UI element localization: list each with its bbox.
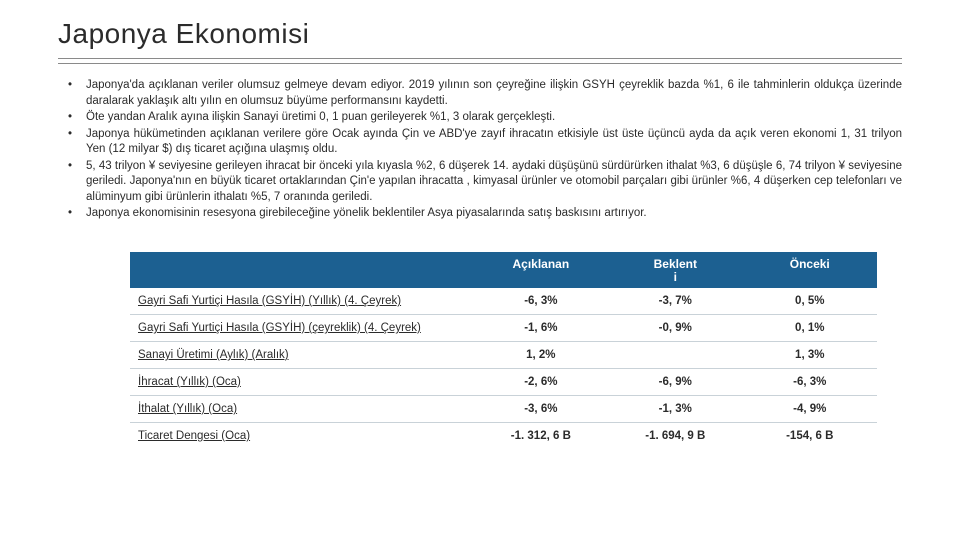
- header-empty: [130, 252, 474, 288]
- bullet-item: 5, 43 trilyon ¥ seviyesine gerileyen ihr…: [68, 159, 902, 206]
- row-val: 0, 1%: [743, 315, 877, 342]
- row-val: -6, 9%: [608, 369, 742, 396]
- slide: Japonya Ekonomisi Japonya'da açıklanan v…: [0, 0, 960, 540]
- row-val: -1. 694, 9 B: [608, 423, 742, 450]
- table-row: Gayri Safi Yurtiçi Hasıla (GSYİH) (Yıllı…: [130, 288, 877, 315]
- table-row: Ticaret Dengesi (Oca) -1. 312, 6 B -1. 6…: [130, 423, 877, 450]
- header-expected-line1: Beklent: [654, 257, 697, 271]
- row-val: -2, 6%: [474, 369, 608, 396]
- divider-bottom: [58, 63, 902, 64]
- row-val: 0, 5%: [743, 288, 877, 315]
- row-val: -1, 3%: [608, 396, 742, 423]
- table-header-row: Açıklanan Beklent i Önceki: [130, 252, 877, 288]
- table-row: İthalat (Yıllık) (Oca) -3, 6% -1, 3% -4,…: [130, 396, 877, 423]
- row-val: -3, 7%: [608, 288, 742, 315]
- bullet-item: Japonya ekonomisinin resesyona girebilec…: [68, 206, 902, 222]
- row-val: -3, 6%: [474, 396, 608, 423]
- row-val: -154, 6 B: [743, 423, 877, 450]
- page-title: Japonya Ekonomisi: [58, 18, 902, 56]
- row-val: -6, 3%: [474, 288, 608, 315]
- data-table: Açıklanan Beklent i Önceki Gayri Safi Yu…: [130, 252, 877, 449]
- row-val: 1, 2%: [474, 342, 608, 369]
- row-val: -1, 6%: [474, 315, 608, 342]
- row-label: İthalat (Yıllık) (Oca): [130, 396, 474, 423]
- row-label: Ticaret Dengesi (Oca): [130, 423, 474, 450]
- row-label: Gayri Safi Yurtiçi Hasıla (GSYİH) (Yıllı…: [130, 288, 474, 315]
- row-val: -1. 312, 6 B: [474, 423, 608, 450]
- row-label: Gayri Safi Yurtiçi Hasıla (GSYİH) (çeyre…: [130, 315, 474, 342]
- table-row: Gayri Safi Yurtiçi Hasıla (GSYİH) (çeyre…: [130, 315, 877, 342]
- row-val: 1, 3%: [743, 342, 877, 369]
- bullet-item: Japonya hükümetinden açıklanan verilere …: [68, 127, 902, 158]
- table-row: Sanayi Üretimi (Aylık) (Aralık) 1, 2% 1,…: [130, 342, 877, 369]
- bullet-list: Japonya'da açıklanan veriler olumsuz gel…: [58, 78, 902, 222]
- header-expected-line2: i: [674, 270, 677, 284]
- header-previous: Önceki: [743, 252, 877, 288]
- row-label: İhracat (Yıllık) (Oca): [130, 369, 474, 396]
- bullet-item: Öte yandan Aralık ayına ilişkin Sanayi ü…: [68, 110, 902, 126]
- row-val: [608, 342, 742, 369]
- header-announced: Açıklanan: [474, 252, 608, 288]
- row-val: -6, 3%: [743, 369, 877, 396]
- header-expected: Beklent i: [608, 252, 742, 288]
- row-label: Sanayi Üretimi (Aylık) (Aralık): [130, 342, 474, 369]
- table-row: İhracat (Yıllık) (Oca) -2, 6% -6, 9% -6,…: [130, 369, 877, 396]
- data-table-wrap: Açıklanan Beklent i Önceki Gayri Safi Yu…: [58, 252, 902, 449]
- divider-top: [58, 58, 902, 59]
- bullet-item: Japonya'da açıklanan veriler olumsuz gel…: [68, 78, 902, 109]
- row-val: -4, 9%: [743, 396, 877, 423]
- row-val: -0, 9%: [608, 315, 742, 342]
